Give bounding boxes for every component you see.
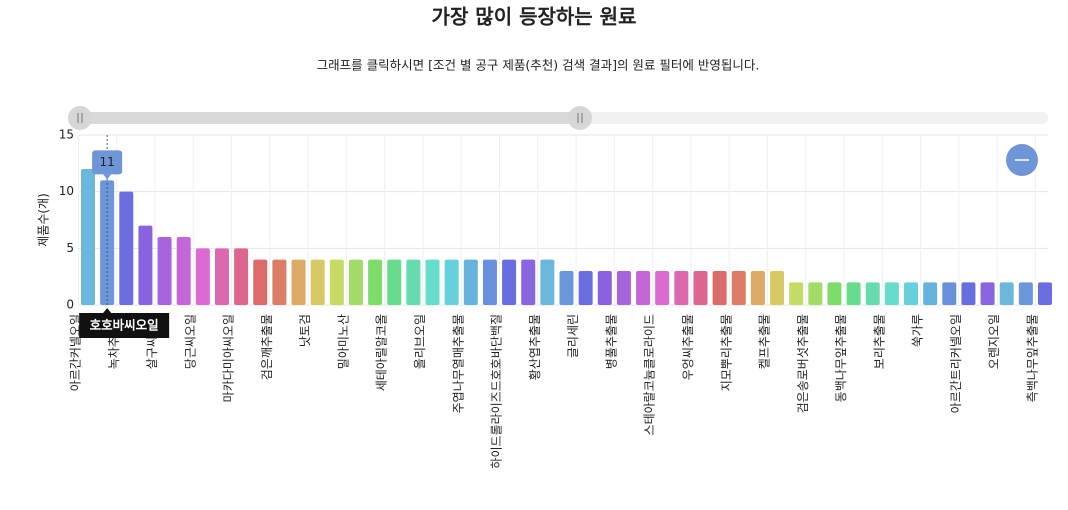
slider-range[interactable] — [80, 112, 580, 124]
handle-grip — [577, 113, 583, 123]
x-tick-label: 밀아미노산 — [336, 314, 350, 369]
x-tick-label: 주엽나무열매추출물 — [451, 314, 465, 413]
bar[interactable] — [310, 259, 325, 305]
bar[interactable] — [674, 271, 689, 305]
x-tick-label: 병풀추출물 — [604, 314, 618, 369]
x-tick-label: 켈프추출물 — [758, 314, 772, 369]
x-tick-label: 동백나무잎추출물 — [834, 314, 848, 402]
bar[interactable] — [616, 271, 631, 305]
bar[interactable] — [387, 259, 402, 305]
bar[interactable] — [789, 282, 804, 305]
bar[interactable] — [521, 259, 536, 305]
chart-subtitle: 그래프를 클릭하시면 [조건 별 공구 제품(추천) 검색 결과]의 원료 필터… — [317, 58, 760, 73]
bar[interactable] — [253, 259, 268, 305]
bar[interactable] — [540, 259, 555, 305]
x-tick-label: 보리추출물 — [872, 314, 886, 369]
bar[interactable] — [1038, 282, 1052, 305]
x-tick-label: 글리세린 — [566, 314, 580, 358]
bar[interactable] — [444, 259, 459, 305]
bar[interactable] — [368, 259, 383, 305]
category-tooltip-box — [79, 313, 170, 338]
x-tick-label: 측백나무잎추출물 — [1026, 314, 1040, 402]
y-tick-label: 15 — [59, 128, 74, 142]
bar[interactable] — [195, 248, 210, 305]
x-tick-label: 스테아랄코늄클로라이드 — [643, 314, 657, 435]
bar[interactable] — [923, 282, 938, 305]
x-tick-label: 올리브오일 — [413, 314, 427, 369]
bar[interactable] — [559, 271, 574, 305]
bar[interactable] — [846, 282, 861, 305]
x-tick-label: 하이드롤라이즈드호호바단백질 — [490, 314, 504, 469]
x-tick-label: 지모뿌리추출물 — [719, 314, 733, 391]
bar[interactable] — [138, 225, 153, 305]
y-tick-label: 5 — [66, 241, 74, 255]
bar[interactable] — [119, 191, 134, 305]
bar[interactable] — [808, 282, 823, 305]
bar[interactable] — [712, 271, 727, 305]
bar[interactable] — [731, 271, 746, 305]
bar[interactable] — [214, 248, 229, 305]
bar[interactable] — [272, 259, 287, 305]
bar[interactable] — [329, 259, 344, 305]
bar[interactable] — [904, 282, 919, 305]
bar[interactable] — [100, 180, 115, 305]
bar[interactable] — [750, 271, 765, 305]
x-tick-label: 황산엽추출물 — [528, 314, 542, 380]
x-tick-label: 검은송로버섯추출물 — [796, 314, 810, 413]
x-tick-label: 아르간커넬오일 — [69, 314, 83, 391]
tooltip-box — [92, 150, 123, 175]
bar[interactable] — [176, 237, 191, 305]
x-tick-label: 오렌지오일 — [987, 314, 1001, 369]
bar[interactable] — [770, 271, 785, 305]
bar[interactable] — [597, 271, 612, 305]
x-tick-label: 낫토검 — [298, 314, 312, 347]
bar[interactable] — [425, 259, 440, 305]
x-tick-label: 당근씨오일 — [183, 314, 197, 369]
category-tooltip-label: 호호바씨오일 — [90, 318, 159, 333]
handle-grip — [77, 113, 83, 123]
x-tick-label: 검은깨추출물 — [260, 314, 274, 380]
bar[interactable] — [980, 282, 995, 305]
chart-title: 가장 많이 등장하는 원료 — [432, 5, 637, 29]
bar[interactable] — [348, 259, 363, 305]
bar[interactable] — [827, 282, 842, 305]
y-tick-label: 0 — [66, 298, 74, 312]
tooltip-pointer — [103, 174, 112, 180]
bar[interactable] — [999, 282, 1014, 305]
x-tick-label: 우엉씨추출물 — [681, 314, 695, 380]
bar[interactable] — [234, 248, 249, 305]
x-tick-label: 세테아릴알코올 — [375, 314, 389, 391]
bar[interactable] — [291, 259, 306, 305]
bar[interactable] — [482, 259, 497, 305]
bar[interactable] — [636, 271, 651, 305]
bar[interactable] — [884, 282, 899, 305]
slider-handle[interactable] — [568, 106, 592, 130]
bar[interactable] — [578, 271, 593, 305]
bar[interactable] — [693, 271, 708, 305]
x-tick-label: 쑥가루 — [911, 314, 925, 347]
category-tooltip-pointer — [103, 308, 112, 313]
bar[interactable] — [406, 259, 421, 305]
bar[interactable] — [655, 271, 670, 305]
bar[interactable] — [961, 282, 976, 305]
y-axis-label: 제품수(개) — [37, 193, 51, 247]
y-tick-label: 10 — [59, 184, 74, 198]
bar[interactable] — [1018, 282, 1033, 305]
bar[interactable] — [81, 169, 95, 305]
bar[interactable] — [502, 259, 517, 305]
slider-handle[interactable] — [68, 106, 92, 130]
bar[interactable] — [865, 282, 880, 305]
bar[interactable] — [463, 259, 478, 305]
tooltip-value: 11 — [99, 155, 114, 169]
bar[interactable] — [157, 237, 172, 305]
x-tick-label: 아르간트리커넬오일 — [949, 314, 963, 413]
x-tick-label: 마카다미아씨오일 — [222, 314, 236, 402]
bar[interactable] — [942, 282, 957, 305]
